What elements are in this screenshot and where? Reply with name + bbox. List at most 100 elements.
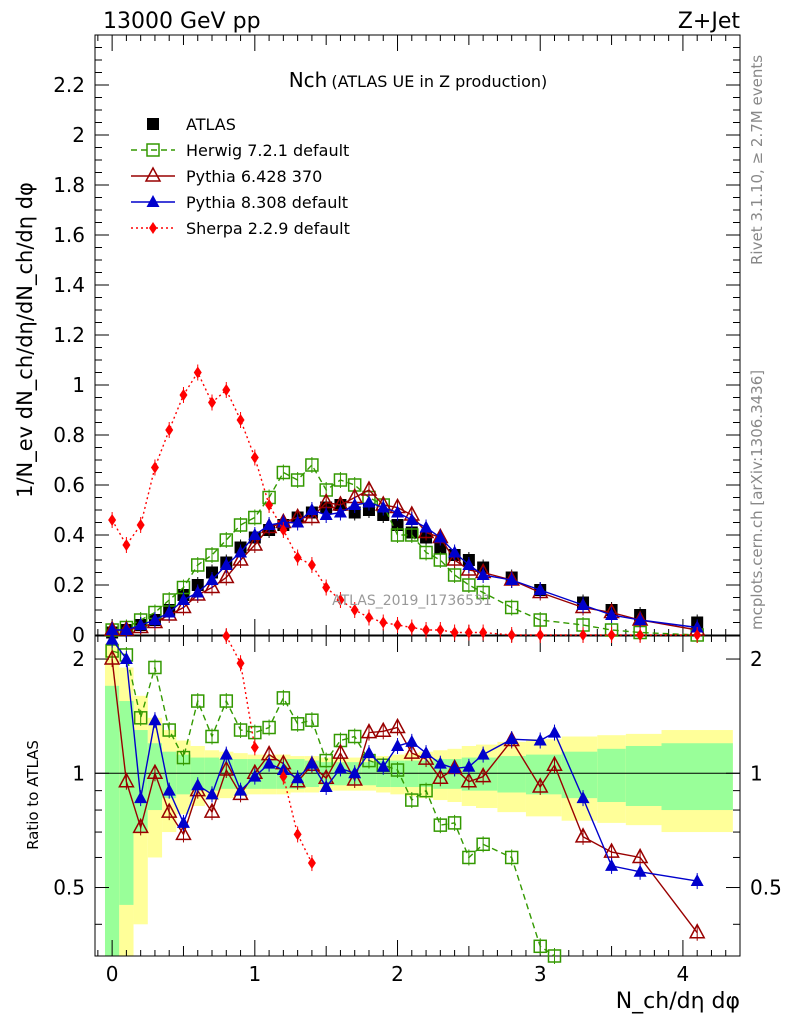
main-pythia-6-428-370-point [303, 507, 321, 524]
ratio-pythia-6-428-370-point [332, 743, 349, 759]
ratio-pythia-6-428-370-point [132, 817, 149, 834]
main-herwig-7-2-1-default-point [390, 528, 405, 542]
stat-band-segment [625, 745, 662, 806]
y-tick-label: 1.4 [53, 273, 85, 297]
ratio-pythia-6-428-370-point [118, 772, 135, 788]
x-tick-label: 3 [534, 962, 547, 986]
header-right: Z+Jet [678, 9, 741, 34]
ratio-herwig-7-2-1-default-point [347, 729, 362, 744]
stat-band-segment [176, 754, 191, 795]
main-sherpa-2-2-9-default-point [208, 396, 217, 409]
ratio-pythia-8-308-default-point [291, 771, 305, 784]
main-pythia-8-308-default-point [533, 583, 547, 595]
main-herwig-7-2-1-default-point [462, 578, 476, 592]
main-pythia-8-308-default-point [605, 608, 619, 620]
ratio-herwig-7-2-1-default-point [248, 725, 262, 740]
main-pythia-8-308-default-point [462, 558, 476, 570]
main-herwig-7-2-1-default-point [205, 548, 219, 562]
legend-label: Pythia 8.308 default [186, 193, 348, 212]
ratio-pythia-6-428-370-line [111, 658, 698, 934]
main-sherpa-2-2-9-default-point [350, 604, 359, 616]
y-axis-label: 1/N_ev dN_ch/dη/dN_ch/dη dφ [13, 182, 38, 498]
main-pythia-8-308-default-point [362, 495, 376, 508]
ratio-herwig-7-2-1-default-point [290, 717, 305, 731]
main-pythia-8-308-default-point [262, 518, 276, 530]
ratio-herwig-7-2-1-default-point [133, 711, 148, 725]
ratio-herwig-7-2-1-default-point [319, 753, 333, 768]
main-sherpa-2-2-9-default-point [393, 619, 402, 631]
ratio-series-layer [103, 628, 706, 964]
main-pythia-8-308-default-point [505, 573, 519, 585]
legend-marker [147, 118, 159, 130]
stat-band-segment [597, 748, 626, 803]
main-sherpa-2-2-9-default-point [422, 624, 431, 636]
main-herwig-7-2-1-default-point [190, 558, 205, 572]
ratio-pythia-8-308-default-point [262, 756, 276, 769]
ratio-pythia-8-308-default-point [391, 738, 405, 751]
main-herwig-7-2-1-default-point [333, 473, 348, 487]
main-sherpa-2-2-9-default-point [108, 514, 117, 526]
y-tick-label: 1.2 [53, 323, 85, 347]
y-tick-label: 2.2 [53, 73, 85, 97]
ratio-sherpa-2-2-9-default-point [250, 741, 259, 754]
ratio-sherpa-2-2-9-default-point [279, 770, 288, 783]
chart-title-main: Nch [289, 68, 328, 92]
ratio-pythia-8-308-default-point [219, 747, 233, 760]
ratio-herwig-7-2-1-default-point [233, 723, 248, 737]
y-tick-label: 1.6 [53, 223, 85, 247]
ratio-herwig-7-2-1-default-point [176, 750, 191, 765]
ratio-pythia-8-308-default-point [119, 652, 133, 665]
ratio-pythia-6-428-370-point [432, 768, 449, 785]
ratio-herwig-7-2-1-default-point [462, 850, 476, 865]
ratio-pythia-6-428-370-point [346, 770, 363, 786]
main-sherpa-2-2-9-default-point [379, 616, 388, 629]
ratio-sherpa-2-2-9-default-point [293, 828, 302, 841]
ratio-pythia-6-428-370-point [203, 802, 221, 818]
ratio-y-tick-label-right: 1 [750, 761, 763, 785]
ratio-sherpa-2-2-9-default-point [236, 657, 245, 670]
main-axes: 0 0.2 0.4 0.6 0.8 1 1.2 1.4 1.6 1.8 2 2.2 [53, 34, 741, 956]
legend-label: Sherpa 2.2.9 default [186, 219, 350, 238]
ratio-pythia-8-308-default-point [533, 733, 547, 746]
main-pythia-8-308-default-point [234, 545, 248, 558]
mcplots-label: mcplots.cern.ch [arXiv:1306.3436] [748, 370, 766, 630]
x-axis-label: N_ch/dη dφ [616, 989, 740, 1014]
main-sherpa-2-2-9-default-point [236, 414, 245, 426]
stat-band-segment [162, 751, 177, 799]
stat-band-segment [204, 757, 220, 791]
main-sherpa-2-2-9-default-point [165, 424, 174, 436]
ratio-pythia-8-308-default-point [547, 725, 561, 738]
main-herwig-7-2-1-default-point [447, 568, 462, 582]
legend-label: ATLAS [186, 115, 236, 134]
ratio-pythia-6-428-370-point [531, 777, 549, 793]
ratio-pythia-6-428-370-point [460, 772, 478, 788]
y-tick-label: 1 [72, 373, 85, 397]
ratio-herwig-7-2-1-default-point [219, 694, 234, 708]
main-sherpa-2-2-9-default-point [407, 621, 416, 634]
main-pythia-8-308-default-point [276, 515, 290, 528]
main-pythia-8-308-default-point [448, 545, 462, 558]
watermark: ATLAS_2019_I1736531 [332, 593, 492, 609]
ratio-herwig-7-2-1-default-point [262, 720, 276, 735]
ratio-pythia-6-428-370-point [175, 824, 192, 841]
y-tick-label: 0.6 [53, 473, 85, 497]
ratio-pythia-8-308-default-point [319, 780, 333, 793]
ratio-axes: 0 1 2 3 4 0.5 0.5 1 1 2 2 [53, 635, 782, 986]
main-herwig-7-2-1-default-point [233, 518, 248, 532]
main-pythia-6-428-370-point [175, 597, 192, 614]
x-tick-label: 0 [106, 962, 119, 986]
main-pythia-8-308-default-point [633, 613, 647, 625]
main-herwig-7-2-1-default-point [248, 510, 262, 525]
ratio-pythia-8-308-default-point [576, 791, 590, 804]
ratio-pythia-6-428-370-point [360, 723, 378, 739]
ratio-pythia-6-428-370-point [374, 721, 392, 738]
ratio-pythia-8-308-default-point [448, 761, 462, 774]
main-pythia-8-308-default-point [248, 528, 262, 540]
main-pythia-8-308-default-point [176, 593, 190, 605]
ratio-pythia-8-308-default-point [690, 874, 704, 887]
stat-band-segment [104, 685, 120, 956]
ratio-pythia-8-308-default-point [633, 864, 647, 877]
ratio-pythia-6-428-370-point [574, 827, 592, 843]
ratio-herwig-7-2-1-default-point [190, 694, 205, 708]
main-pythia-6-428-370-point [232, 550, 249, 566]
